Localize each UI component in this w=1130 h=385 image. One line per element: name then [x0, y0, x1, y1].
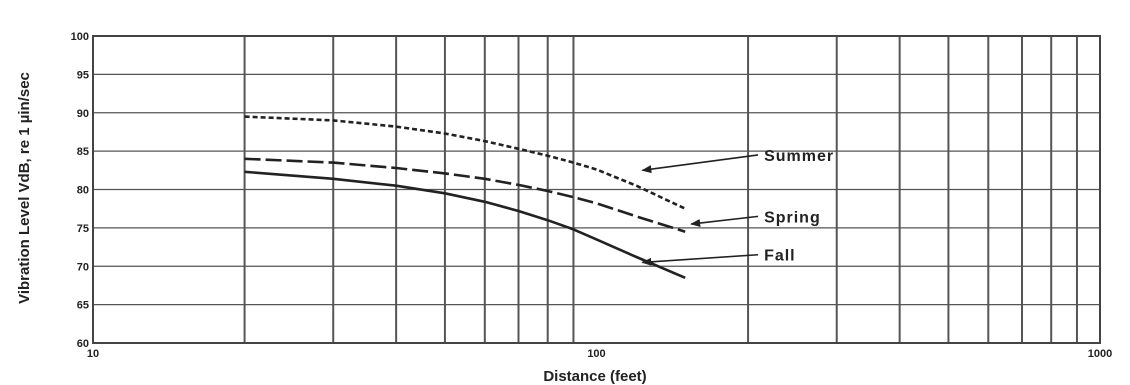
y-tick-label: 100 — [71, 31, 89, 43]
series-labels: Summer Spring Fall — [641, 148, 834, 266]
grid — [93, 35, 1100, 344]
x-tick-label: 10 — [87, 348, 99, 360]
label-fall: Fall — [764, 248, 796, 265]
label-summer: Summer — [764, 148, 834, 165]
arrow-spring — [690, 215, 759, 227]
y-tick-label: 65 — [77, 300, 89, 312]
y-tick-label: 70 — [77, 261, 89, 273]
series-line-summer — [244, 115, 686, 210]
x-tick-label: 100 — [587, 348, 605, 360]
y-tick-label: 60 — [77, 338, 89, 350]
series — [244, 115, 686, 279]
arrow-summer — [641, 154, 759, 174]
y-tick-label: 75 — [77, 223, 89, 235]
y-tick-label: 80 — [77, 185, 89, 197]
x-tick-label: 1000 — [1088, 348, 1112, 360]
arrow-fall — [641, 253, 759, 266]
plot-area — [92, 35, 1101, 344]
y-tick-label: 95 — [77, 69, 89, 81]
label-spring: Spring — [764, 209, 821, 226]
x-axis-ticks: 10 100 1000 — [87, 348, 1112, 360]
series-line-spring — [244, 157, 686, 233]
x-axis-title: Distance (feet) — [543, 368, 646, 385]
y-tick-label: 90 — [77, 108, 89, 120]
y-axis-title: Vibration Level VdB, re 1 µin/sec — [16, 72, 33, 304]
y-tick-label: 85 — [77, 146, 89, 158]
series-line-fall — [244, 170, 686, 279]
y-axis-ticks: 100 95 90 85 80 75 70 65 60 — [71, 31, 89, 350]
